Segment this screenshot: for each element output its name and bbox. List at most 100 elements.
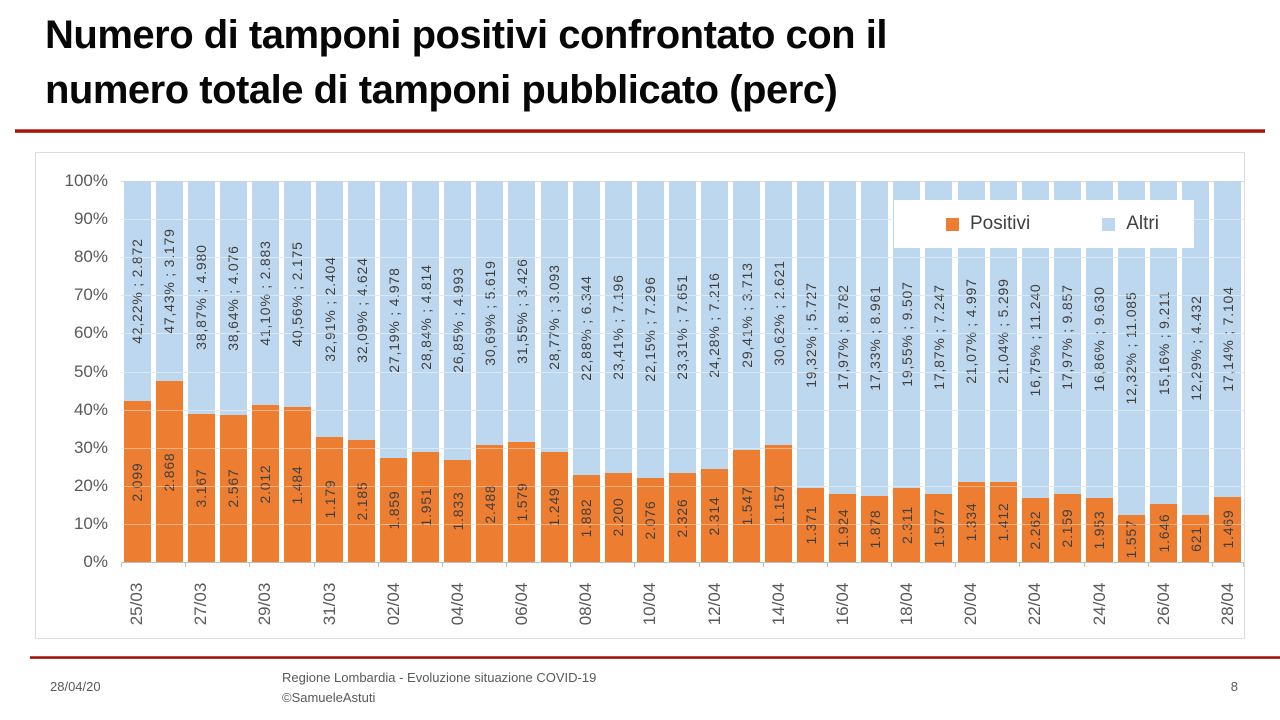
- y-axis-tick-label: 20%: [73, 475, 108, 495]
- bar-label-positivi: 2.262: [1027, 510, 1044, 550]
- bar-column-04/04: 26,85% ; 4.993 1.833: [442, 181, 474, 562]
- bar-label-positivi: 2.076: [642, 500, 659, 540]
- bar-segment-altri: 38,87% ; 4.980: [187, 181, 215, 414]
- bar-label-altri: 16,75% ; 11.240: [1027, 283, 1044, 397]
- bar-segment-positivi: 2.012: [251, 405, 279, 562]
- bar-segment-positivi: 1.646: [1150, 504, 1178, 562]
- bar-column-14/04: 30,62% ; 2.621 1.157: [763, 181, 795, 562]
- bar-column-08/04: 22,88% ; 6.344 1.882: [570, 181, 602, 562]
- footer-credit-line2: ©SamueleAstuti: [282, 690, 376, 705]
- bar-label-altri: 41,10% ; 2.883: [257, 240, 274, 346]
- legend-label-altri: Altri: [1126, 213, 1159, 234]
- bar-column-05/04: 30,69% ; 5.619 2.488: [474, 181, 506, 562]
- bar-label-altri: 38,87% ; 4.980: [193, 244, 210, 351]
- bar-label-altri: 26,85% ; 4.993: [449, 267, 466, 374]
- axis-tick: [763, 562, 764, 567]
- slide-title-line1: Numero di tamponi positivi confrontato c…: [45, 13, 887, 57]
- bar-column-03/04: 28,84% ; 4.814 1.951: [410, 181, 442, 562]
- bar-column-28/04: 17,14% ; 7.104 1.469: [1212, 181, 1244, 562]
- bar-label-positivi: 1.859: [385, 490, 402, 530]
- bar-column-25/03: 42,22% ; 2.872 2.099: [121, 181, 153, 562]
- bar-segment-altri: 40,56% ; 2.175: [283, 181, 311, 408]
- bar-segment-positivi: 1.412: [989, 481, 1017, 562]
- bar-label-altri: 15,16% ; 9.211: [1155, 290, 1172, 395]
- bar-segment-positivi: 1.859: [380, 458, 408, 562]
- legend-label-positivi: Positivi: [970, 213, 1031, 234]
- footer-divider: [30, 656, 1280, 659]
- bar-segment-altri: 32,91% ; 2.404: [316, 181, 343, 437]
- bar-column-26/03: 47,43% ; 3.179 2.868: [153, 181, 185, 562]
- axis-tick: [185, 562, 186, 567]
- bar-label-altri: 29,41% ; 3.713: [738, 262, 755, 369]
- bar-segment-positivi: 1.249: [540, 452, 568, 562]
- x-axis-ticks: [121, 562, 1244, 568]
- bar-segment-positivi: 1.469: [1214, 496, 1242, 562]
- bar-segment-altri: 30,69% ; 5.619: [476, 181, 504, 446]
- bar-column-16/04: 17,97% ; 8.782 1.924: [827, 181, 859, 562]
- bar-column-11/04: 23,31% ; 7.651 2.326: [666, 181, 698, 562]
- title-divider: [15, 129, 1265, 133]
- bar-label-positivi: 1.579: [513, 482, 530, 522]
- axis-tick: [506, 562, 507, 567]
- bar-label-altri: 38,64% ; 4.076: [225, 245, 242, 351]
- bar-segment-altri: 28,77% ; 3.093: [540, 181, 568, 453]
- bar-label-positivi: 1.646: [1155, 513, 1172, 553]
- y-axis-tick-label: 80%: [73, 247, 108, 267]
- bar-segment-positivi: 2.567: [219, 414, 247, 562]
- bar-label-positivi: 3.167: [193, 468, 210, 508]
- bar-label-altri: 22,15% ; 7.296: [642, 276, 659, 382]
- bar-column-30/03: 40,56% ; 2.175 1.484: [281, 181, 313, 562]
- y-axis-tick-label: 10%: [73, 513, 108, 533]
- bar-column-06/04: 31,55% ; 3.426 1.579: [506, 181, 538, 562]
- x-axis-tick-label: 16/04: [832, 582, 852, 626]
- bar-segment-positivi: 3.167: [187, 413, 215, 562]
- legend-item-altri: Altri: [1102, 213, 1159, 235]
- bar-label-positivi: 1.924: [834, 508, 851, 548]
- stacked-bar: 32,91% ; 2.404 1.179: [316, 181, 343, 562]
- axis-tick: [314, 562, 315, 567]
- bar-segment-altri: 47,43% ; 3.179: [155, 181, 183, 382]
- bar-column-13/04: 29,41% ; 3.713 1.547: [730, 181, 762, 562]
- x-axis-tick-label: 29/03: [255, 582, 275, 626]
- stacked-bar: 17,14% ; 7.104 1.469: [1214, 181, 1242, 562]
- bar-label-altri: 27,19% ; 4.978: [385, 266, 402, 373]
- bar-segment-altri: 42,22% ; 2.872: [123, 181, 151, 402]
- bar-label-positivi: 1.469: [1219, 509, 1236, 549]
- bar-label-positivi: 1.577: [930, 508, 947, 548]
- axis-tick: [1243, 562, 1244, 567]
- bar-label-positivi: 1.371: [802, 505, 819, 545]
- bar-label-positivi: 1.412: [995, 502, 1012, 542]
- slide-title: Numero di tamponi positivi confrontato c…: [45, 8, 1245, 118]
- x-axis-tick-label: 20/04: [961, 582, 981, 626]
- x-axis-tick-label: 28/04: [1217, 582, 1237, 626]
- bar-column-28/03: 38,64% ; 4.076 2.567: [217, 181, 249, 562]
- bar-label-positivi: 2.185: [353, 481, 370, 521]
- bar-label-positivi: 2.311: [898, 505, 915, 544]
- bar-label-positivi: 2.314: [706, 496, 723, 536]
- y-axis-tick-label: 90%: [73, 209, 108, 229]
- bar-label-altri: 12,32% ; 11.085: [1123, 291, 1140, 405]
- y-axis-tick-label: 30%: [73, 437, 108, 457]
- bar-segment-positivi: 1.878: [861, 495, 889, 562]
- bar-segment-positivi: 2.159: [1053, 493, 1081, 562]
- y-axis-tick-label: 0%: [83, 552, 108, 571]
- bar-segment-positivi: 2.200: [604, 472, 632, 562]
- bar-label-altri: 17,14% ; 7.104: [1219, 286, 1236, 392]
- x-axis-tick-label: 18/04: [897, 582, 917, 626]
- stacked-bar: 26,85% ; 4.993 1.833: [444, 181, 472, 562]
- stacked-bar: 31,55% ; 3.426 1.579: [508, 181, 536, 562]
- stacked-bar: 17,33% ; 8.961 1.878: [861, 181, 889, 562]
- y-axis-tick-label: 40%: [73, 399, 108, 419]
- stacked-bar: 32,09% ; 4.624 2.185: [348, 181, 376, 562]
- bar-label-positivi: 2.326: [674, 498, 691, 538]
- bar-column-02/04: 27,19% ; 4.978 1.859: [378, 181, 410, 562]
- gridline: [121, 562, 1244, 563]
- bar-label-altri: 28,84% ; 4.814: [417, 263, 434, 370]
- bar-segment-altri: 41,10% ; 2.883: [251, 181, 279, 406]
- bar-segment-altri: 23,41% ; 7.196: [604, 181, 632, 473]
- stacked-bar: 27,19% ; 4.978 1.859: [380, 181, 408, 562]
- x-axis-tick-label: 12/04: [704, 582, 724, 626]
- bar-label-altri: 28,77% ; 3.093: [546, 263, 563, 370]
- bar-label-positivi: 2.159: [1059, 508, 1076, 548]
- bar-label-positivi: 1.953: [1091, 510, 1108, 550]
